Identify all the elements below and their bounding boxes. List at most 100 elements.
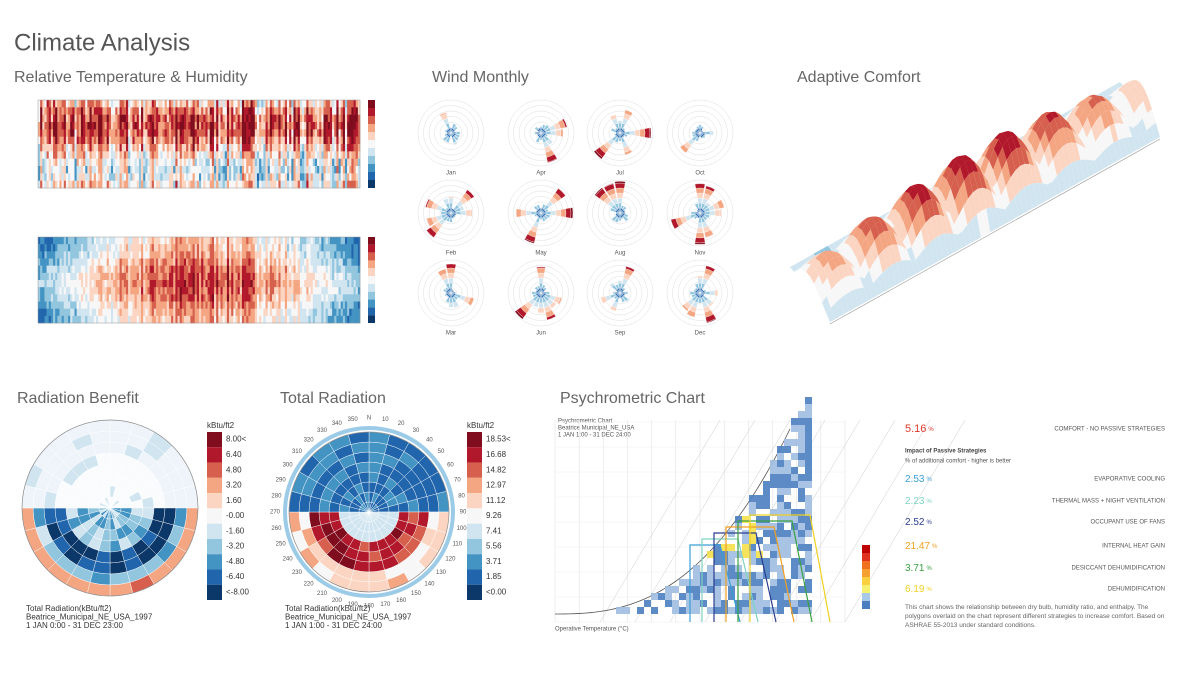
heat-cell: [171, 173, 174, 181]
heat-cell: [108, 308, 112, 317]
heat-cell: [55, 129, 58, 137]
heat-cell: [306, 265, 309, 274]
heat-cell: [126, 122, 129, 130]
heat-cell: [321, 136, 324, 145]
heat-cell: [317, 308, 320, 317]
heat-cell: [151, 265, 155, 274]
surface-cell: [1141, 130, 1151, 145]
heat-cell: [126, 272, 129, 281]
heat-cell: [319, 258, 322, 266]
heat-cell: [55, 237, 58, 245]
heat-cell: [302, 114, 305, 123]
heat-cell: [239, 251, 243, 259]
heat-cell: [175, 100, 178, 108]
surface-cell: [840, 276, 850, 296]
heat-cell: [287, 166, 290, 174]
heat-cell: [259, 308, 262, 317]
heat-cell: [46, 265, 50, 274]
heat-cell: [68, 129, 71, 137]
heat-cell: [256, 129, 260, 137]
surface-cell: [938, 166, 948, 178]
heat-cell: [353, 251, 357, 259]
heat-cell: [347, 173, 350, 181]
heat-cell: [126, 180, 129, 189]
heat-cell: [194, 280, 198, 288]
heat-cell: [302, 265, 305, 274]
heat-cell: [278, 308, 281, 317]
heat-cell: [42, 107, 45, 115]
heat-cell: [317, 294, 320, 302]
heat-cell: [340, 144, 344, 152]
heat-cell: [211, 107, 215, 115]
heat-cell: [203, 280, 206, 288]
heat-cell: [173, 272, 176, 281]
heat-cell: [177, 180, 180, 189]
heat-cell: [226, 301, 230, 309]
heat-cell: [209, 158, 213, 167]
heat-cell: [160, 251, 163, 259]
heat-cell: [72, 258, 75, 266]
heat-cell: [334, 244, 337, 252]
heat-cell: [175, 280, 178, 288]
heat-cell: [293, 280, 296, 288]
month-label: Oct: [695, 171, 705, 177]
heat-cell: [123, 258, 127, 266]
heat-cell: [46, 287, 50, 295]
heat-cell: [299, 258, 303, 266]
heat-cell: [211, 151, 215, 159]
heat-cell: [312, 107, 316, 115]
heat-cell: [171, 315, 174, 324]
rose-petal: [444, 129, 447, 133]
heat-cell: [274, 265, 277, 274]
heat-cell: [59, 100, 62, 108]
surface-cell: [859, 276, 869, 288]
heat-cell: [126, 114, 129, 123]
heat-cell: [299, 180, 303, 189]
heat-cell: [332, 280, 335, 288]
heat-cell: [261, 129, 264, 137]
heat-cell: [136, 107, 140, 115]
heat-cell: [119, 122, 123, 130]
heat-cell: [59, 114, 62, 123]
rose-petal: [545, 291, 550, 295]
heat-cell: [329, 237, 333, 245]
heat-cell: [186, 237, 189, 245]
heat-cell: [349, 158, 352, 167]
heat-cell: [244, 158, 247, 167]
heat-cell: [304, 251, 307, 259]
heat-cell: [233, 251, 236, 259]
heat-cell: [216, 258, 219, 266]
heat-cell: [287, 251, 290, 259]
heat-cell: [319, 158, 322, 167]
heat-cell: [248, 129, 251, 137]
heat-cell: [50, 180, 54, 189]
heat-cell: [248, 237, 251, 245]
heat-cell: [218, 301, 221, 309]
heat-cell: [145, 129, 148, 137]
heat-cell: [291, 280, 294, 288]
heat-cell: [317, 315, 320, 324]
heat-cell: [80, 308, 84, 317]
heat-cell: [83, 287, 86, 295]
heat-cell: [108, 180, 112, 189]
rose-petal: [617, 197, 623, 204]
heat-cell: [211, 100, 215, 108]
heat-cell: [57, 151, 60, 159]
heat-cell: [295, 315, 299, 324]
heat-cell: [349, 272, 352, 281]
heat-cell: [192, 136, 196, 145]
heat-cell: [104, 166, 107, 174]
heat-cell: [138, 294, 142, 302]
heat-cell: [181, 265, 185, 274]
heat-cell: [138, 107, 142, 115]
heat-cell: [233, 272, 236, 281]
heat-cell: [173, 144, 176, 152]
heat-cell: [78, 151, 82, 159]
heat-cell: [134, 287, 138, 295]
rose-petal: [695, 137, 700, 142]
heat-cell: [194, 272, 198, 281]
heat-cell: [138, 180, 142, 189]
heat-cell: [214, 237, 217, 245]
heat-cell: [241, 301, 245, 309]
heat-cell: [280, 301, 284, 309]
